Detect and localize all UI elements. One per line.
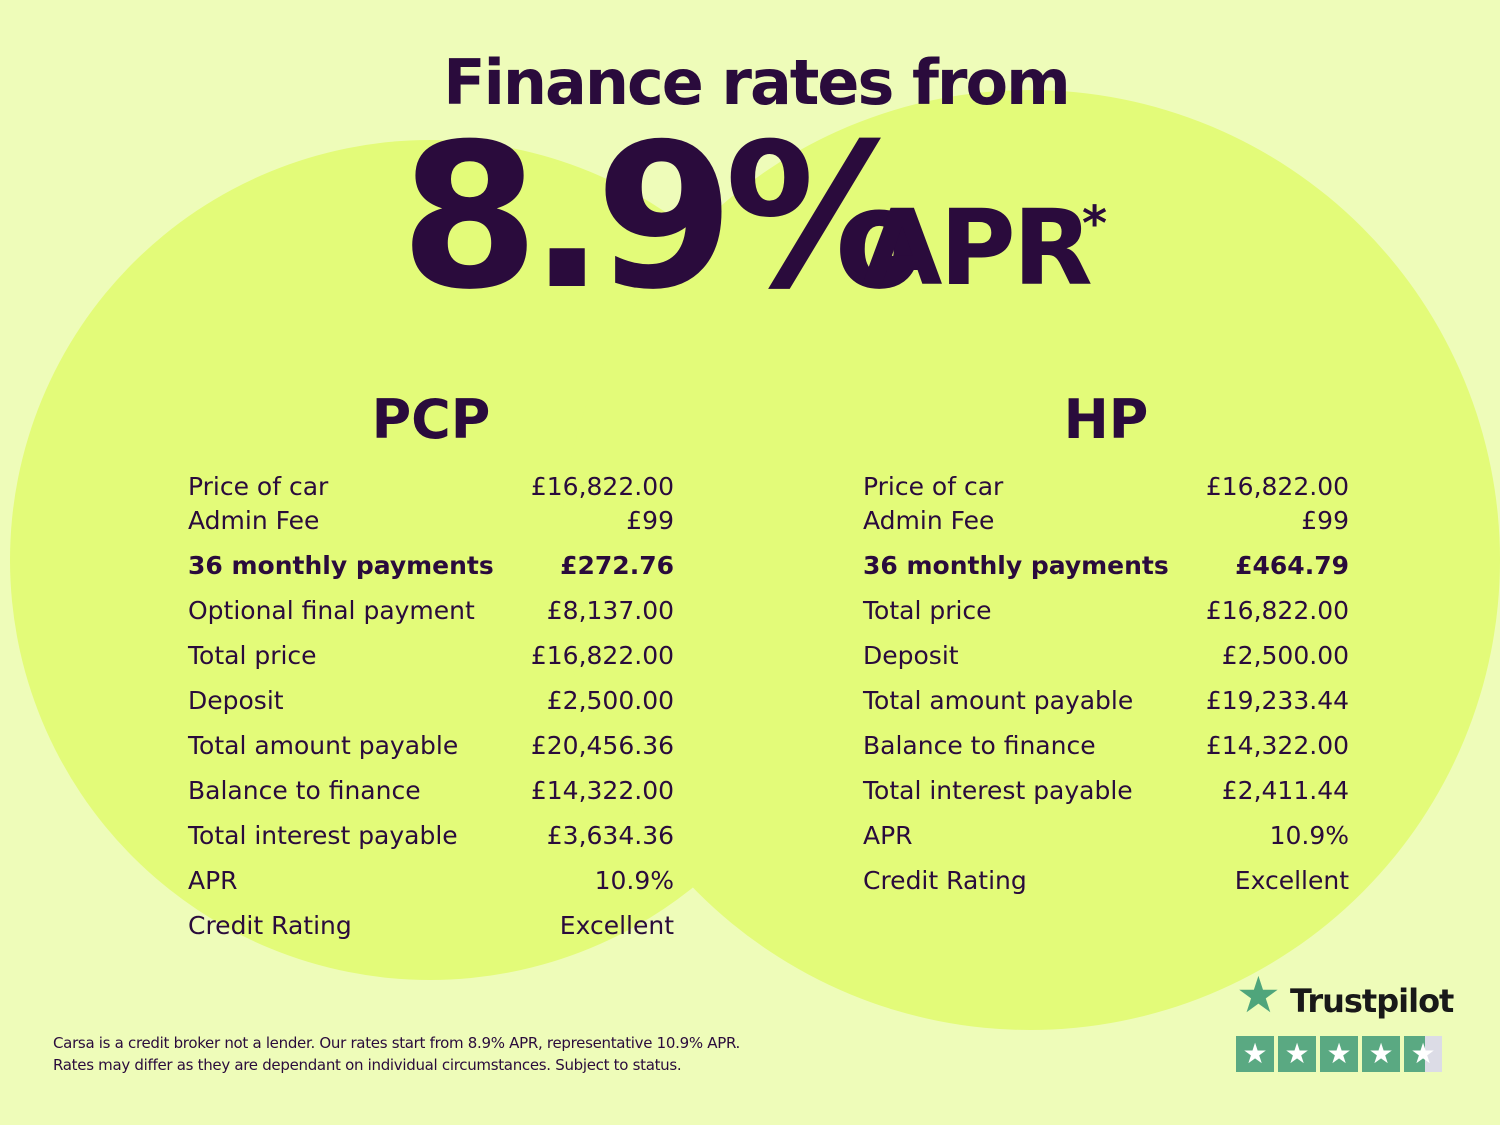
row-label: Total price [863, 596, 992, 625]
table-row: 36 monthly payments £272.76 [188, 551, 674, 596]
row-value: £272.76 [560, 551, 674, 580]
row-value: £2,411.44 [1221, 776, 1349, 805]
table-row: APR 10.9% [863, 821, 1349, 866]
row-value: £8,137.00 [546, 596, 674, 625]
table-row: Admin Fee £99 [188, 506, 674, 551]
hp-table: HP Price of car £16,822.00 Admin Fee £99 36 … [863, 388, 1349, 911]
pcp-table: PCP Price of car £16,822.00 Admin Fee £99 36… [188, 388, 674, 956]
hp-title: HP [1063, 388, 1149, 451]
table-row: Total amount payable £20,456.36 [188, 731, 674, 776]
row-label: Deposit [863, 641, 959, 670]
row-label: Total amount payable [863, 686, 1134, 715]
row-value: £16,822.00 [530, 472, 674, 501]
table-row: Deposit £2,500.00 [863, 641, 1349, 686]
rating-star-icon: ★ [1362, 1036, 1400, 1072]
row-value: 10.9% [1269, 821, 1349, 850]
row-label: APR [863, 821, 913, 850]
table-row: Optional final payment £8,137.00 [188, 596, 674, 641]
table-row: Total interest payable £3,634.36 [188, 821, 674, 866]
rating-star-icon: ★ [1320, 1036, 1358, 1072]
table-row: Admin Fee £99 [863, 506, 1349, 551]
row-value: £99 [1301, 506, 1349, 535]
rate-asterisk: * [1082, 196, 1108, 252]
trustpilot-rating: ★ ★ ★ ★ ★ [1236, 1036, 1442, 1072]
row-label: Credit Rating [188, 911, 352, 940]
row-label: Total interest payable [863, 776, 1133, 805]
trustpilot-star-icon: ★ [1236, 966, 1281, 1024]
table-row: Credit Rating Excellent [188, 911, 674, 956]
table-row: Balance to finance £14,322.00 [188, 776, 674, 821]
row-label: Price of car [188, 472, 329, 501]
row-value: Excellent [559, 911, 674, 940]
rating-star-icon: ★ [1236, 1036, 1274, 1072]
row-label: Optional final payment [188, 596, 475, 625]
rate-value: 8.9% [400, 101, 925, 334]
table-row: Price of car £16,822.00 [188, 472, 674, 506]
row-label: Deposit [188, 686, 284, 715]
disclaimer: Carsa is a credit broker not a lender. O… [53, 1032, 740, 1076]
table-row: Total interest payable £2,411.44 [863, 776, 1349, 821]
disclaimer-line: Rates may differ as they are dependant o… [53, 1056, 682, 1074]
table-row: Total price £16,822.00 [863, 596, 1349, 641]
row-label: Total price [188, 641, 317, 670]
row-value: £99 [626, 506, 674, 535]
pcp-title: PCP [371, 388, 491, 451]
row-value: Excellent [1234, 866, 1349, 895]
row-value: £20,456.36 [530, 731, 674, 760]
row-label: 36 monthly payments [863, 551, 1169, 580]
row-label: Price of car [863, 472, 1004, 501]
table-row: 36 monthly payments £464.79 [863, 551, 1349, 596]
row-value: £14,322.00 [1205, 731, 1349, 760]
table-row: Balance to finance £14,322.00 [863, 731, 1349, 776]
table-row: Total amount payable £19,233.44 [863, 686, 1349, 731]
rating-star-icon: ★ [1278, 1036, 1316, 1072]
row-value: £2,500.00 [1221, 641, 1349, 670]
row-value: £3,634.36 [546, 821, 674, 850]
table-row: APR 10.9% [188, 866, 674, 911]
row-label: Admin Fee [188, 506, 320, 535]
row-label: Total amount payable [188, 731, 459, 760]
row-label: APR [188, 866, 238, 895]
row-label: 36 monthly payments [188, 551, 494, 580]
row-value: £14,322.00 [530, 776, 674, 805]
table-row: Credit Rating Excellent [863, 866, 1349, 911]
background-circle-right [560, 90, 1500, 1030]
table-row: Total price £16,822.00 [188, 641, 674, 686]
row-value: £16,822.00 [1205, 472, 1349, 501]
disclaimer-line: Carsa is a credit broker not a lender. O… [53, 1034, 740, 1052]
table-row: Deposit £2,500.00 [188, 686, 674, 731]
table-row: Price of car £16,822.00 [863, 472, 1349, 506]
row-value: £19,233.44 [1205, 686, 1349, 715]
row-label: Total interest payable [188, 821, 458, 850]
row-label: Balance to finance [863, 731, 1096, 760]
row-label: Credit Rating [863, 866, 1027, 895]
rating-star-icon: ★ [1404, 1036, 1442, 1072]
trustpilot-name: Trustpilot [1290, 982, 1454, 1020]
row-value: £16,822.00 [1205, 596, 1349, 625]
rate-suffix: APR [862, 187, 1093, 309]
row-label: Balance to finance [188, 776, 421, 805]
row-value: £2,500.00 [546, 686, 674, 715]
row-value: 10.9% [594, 866, 674, 895]
row-label: Admin Fee [863, 506, 995, 535]
headline: Finance rates from [443, 46, 1070, 119]
row-value: £464.79 [1235, 551, 1349, 580]
row-value: £16,822.00 [530, 641, 674, 670]
